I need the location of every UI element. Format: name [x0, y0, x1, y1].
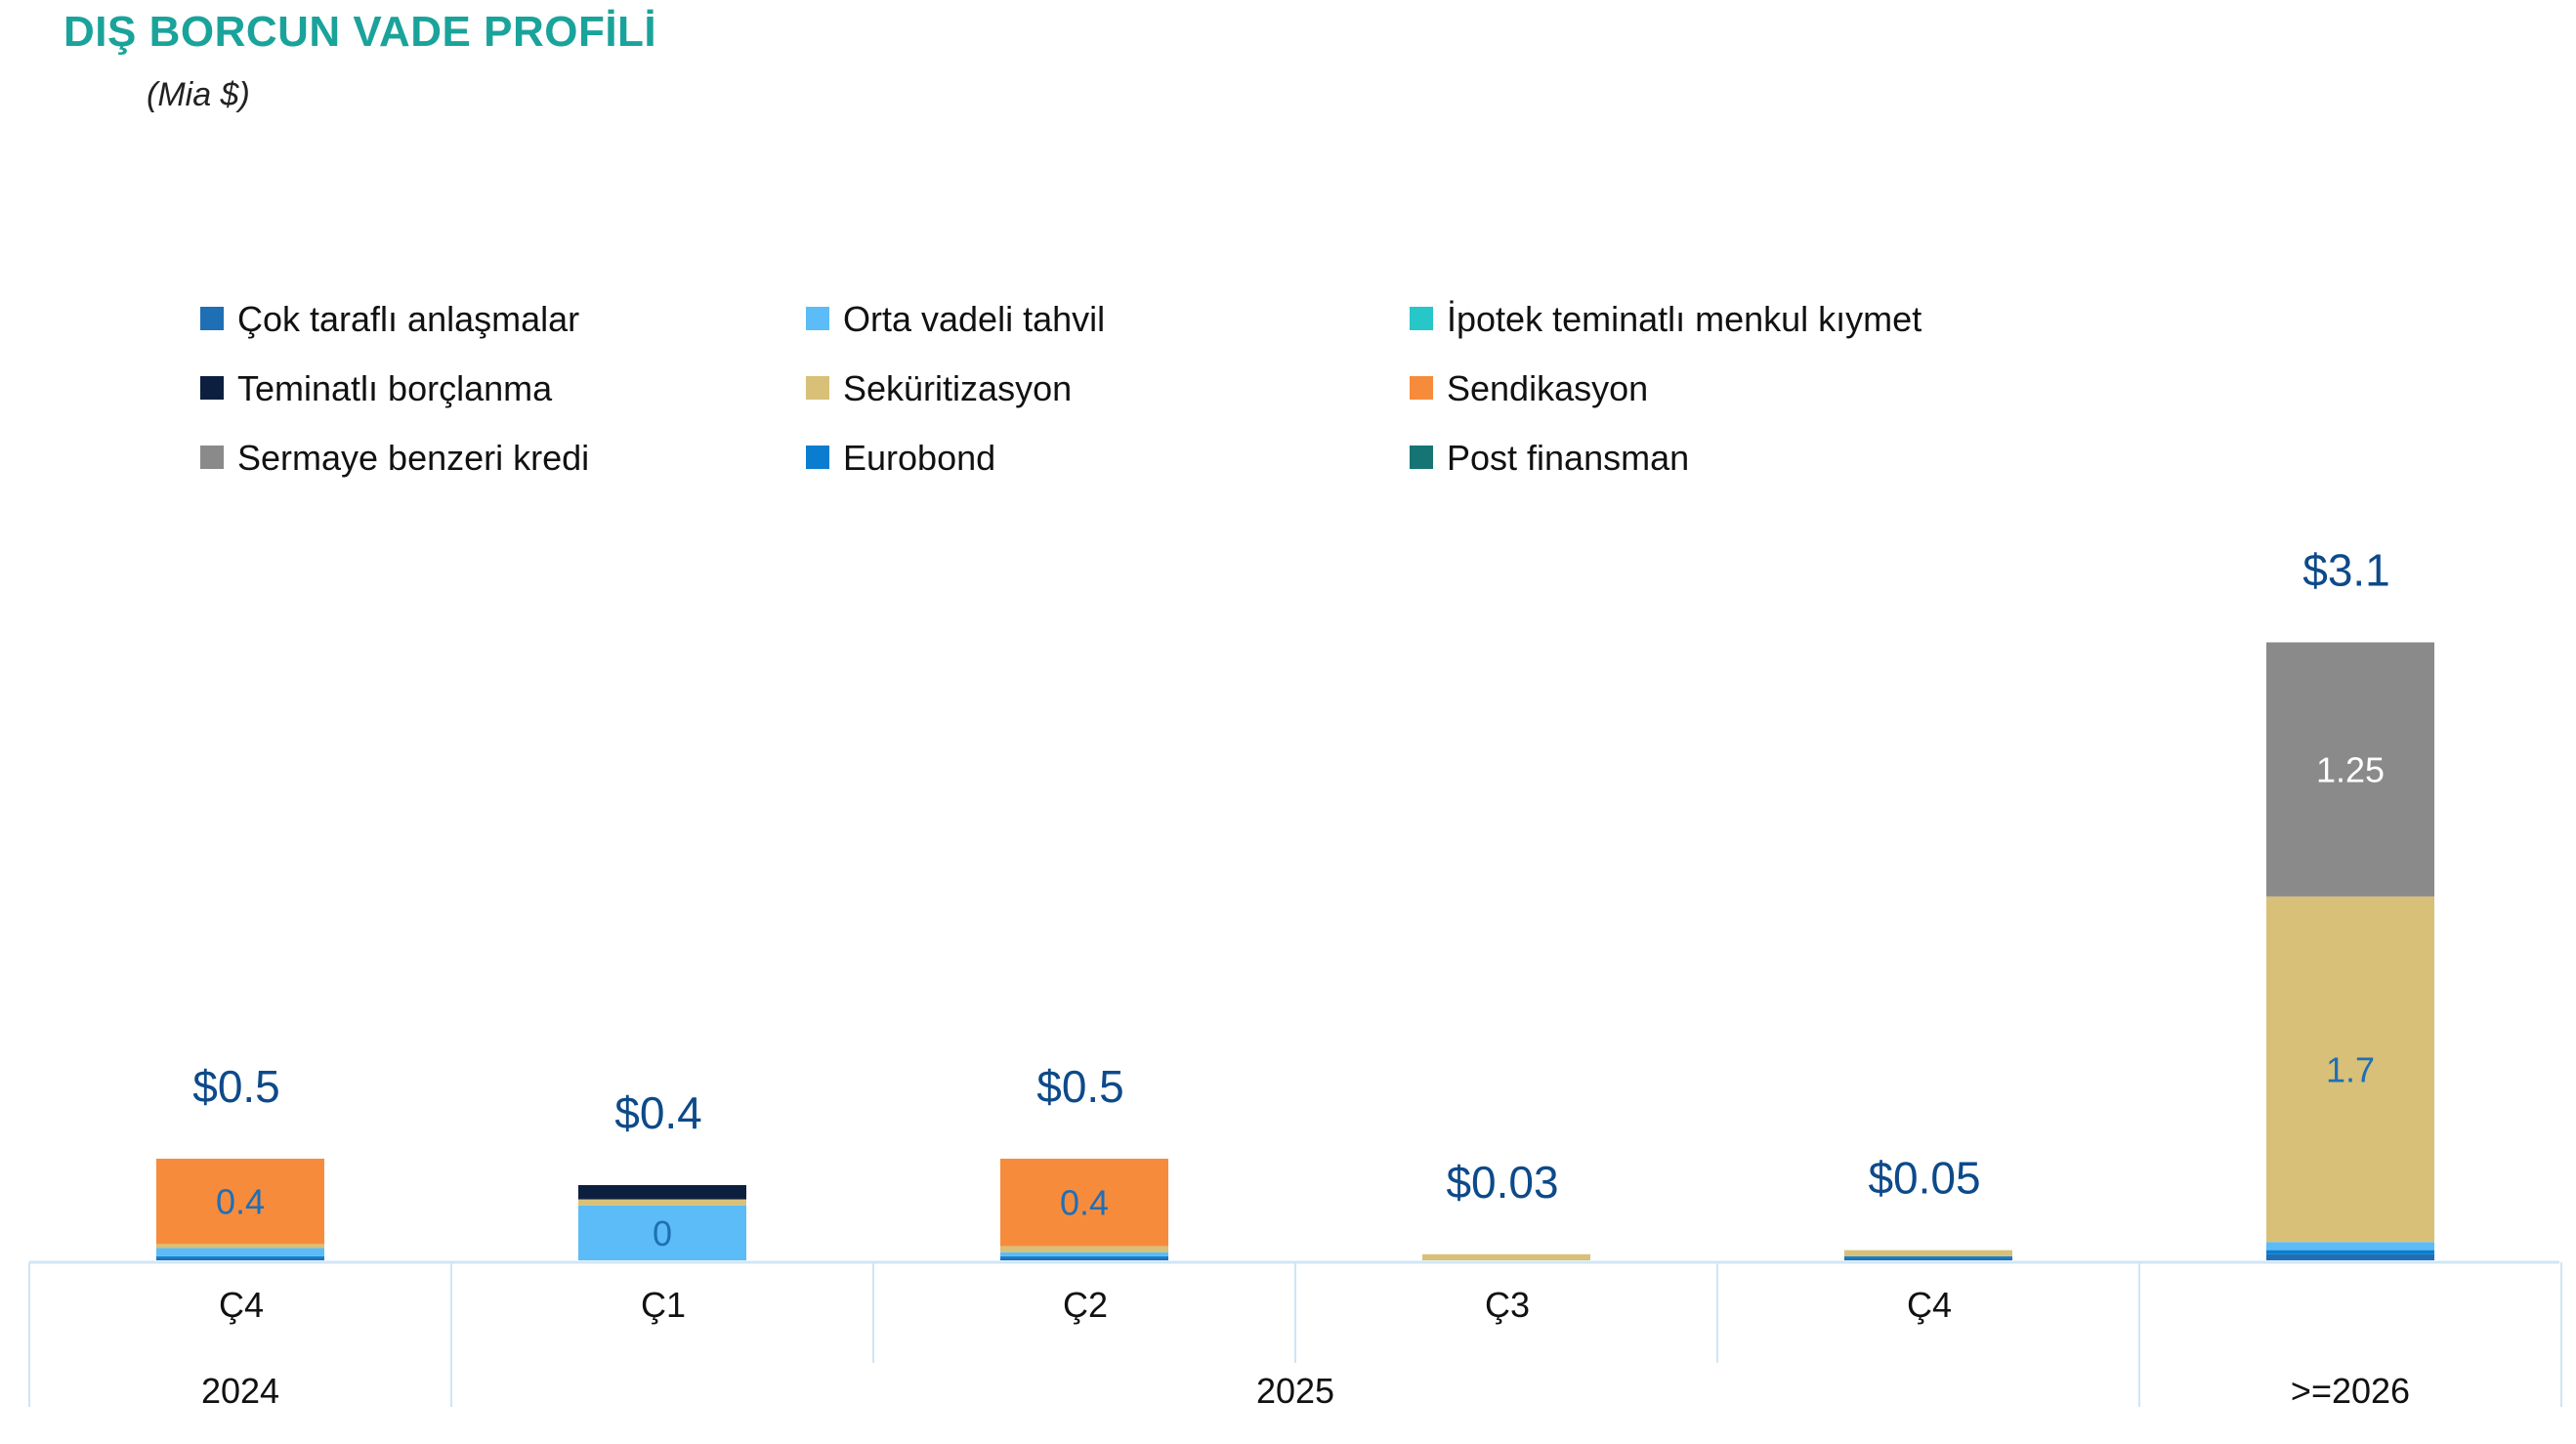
bar-segment	[1844, 1250, 2012, 1256]
total-label: $0.4	[614, 1087, 702, 1138]
legend-label: Sermaye benzeri kredi	[237, 438, 590, 478]
x-tick-label: Ç4	[219, 1285, 264, 1325]
legend-item: Sendikasyon	[1410, 368, 1648, 409]
legend-swatch	[200, 376, 224, 401]
legend-label: Post finansman	[1447, 438, 1690, 478]
legend-item: Orta vadeli tahvil	[806, 299, 1105, 340]
legend-swatch	[200, 307, 224, 331]
bar-segment	[1000, 1255, 1168, 1258]
legend-swatch	[806, 376, 829, 401]
bar-segment	[1000, 1246, 1168, 1253]
data-label: 1.25	[2316, 750, 2385, 790]
bar-segment	[1000, 1252, 1168, 1256]
bar-segment	[156, 1255, 324, 1258]
x-group-label: >=2026	[2291, 1371, 2410, 1411]
x-tick-label: Ç4	[1907, 1285, 1952, 1325]
chart-title: DIŞ BORCUN VADE PROFİLİ	[63, 8, 657, 56]
x-tick-label: Ç1	[641, 1285, 686, 1325]
data-label: 0	[653, 1213, 672, 1253]
bar-segment	[1000, 1257, 1168, 1260]
legend-item: Teminatlı borçlanma	[200, 368, 552, 409]
bar-segment	[1844, 1257, 2012, 1260]
bar-segment	[2266, 1242, 2434, 1251]
bar-segment	[2266, 1250, 2434, 1254]
legend-swatch	[806, 446, 829, 470]
legend-label: Orta vadeli tahvil	[843, 299, 1106, 339]
total-label: $0.03	[1446, 1157, 1558, 1208]
bar-segment	[156, 1158, 324, 1245]
total-label: $0.5	[192, 1061, 280, 1112]
legend-swatch	[1410, 446, 1433, 470]
bar-segment	[2266, 896, 2434, 1243]
legend-item: Post finansman	[1410, 438, 1689, 479]
legend-swatch	[1410, 376, 1433, 401]
legend-item: Eurobond	[806, 438, 995, 479]
data-label: 1.7	[2326, 1049, 2375, 1089]
bar-segment	[2266, 642, 2434, 897]
total-label: $0.5	[1036, 1061, 1124, 1112]
legend-item: Seküritizasyon	[806, 368, 1072, 409]
legend-item: İpotek teminatlı menkul kıymet	[1410, 299, 1921, 340]
bar-segment	[1844, 1255, 2012, 1258]
x-group-label: 2025	[1256, 1371, 1334, 1411]
legend-swatch	[1410, 307, 1433, 331]
legend-item: Çok taraflı anlaşmalar	[200, 299, 579, 340]
legend-label: Seküritizasyon	[843, 368, 1073, 408]
bar-segment	[578, 1199, 746, 1206]
x-tick-label: Ç2	[1063, 1285, 1108, 1325]
x-tick-label: Ç3	[1485, 1285, 1530, 1325]
legend-label: Sendikasyon	[1447, 368, 1649, 408]
legend-label: Teminatlı borçlanma	[237, 368, 553, 408]
data-label: 0.4	[216, 1182, 265, 1222]
legend-label: Çok taraflı anlaşmalar	[237, 299, 580, 339]
bar-segment	[578, 1205, 746, 1260]
legend-swatch	[200, 446, 224, 470]
x-group-label: 2024	[201, 1371, 279, 1411]
total-label: $0.05	[1868, 1153, 1980, 1204]
total-label: $3.1	[2302, 544, 2390, 595]
bar-segment	[156, 1244, 324, 1249]
bar-segment	[578, 1185, 746, 1200]
bar-segment	[1422, 1253, 1590, 1260]
bar-segment	[156, 1257, 324, 1260]
bar-segment	[1000, 1158, 1168, 1247]
legend: Çok taraflı anlaşmalar Orta vadeli tahvil…	[0, 0, 2576, 508]
bar-segment	[2266, 1253, 2434, 1260]
legend-swatch	[806, 307, 829, 331]
legend-label: İpotek teminatlı menkul kıymet	[1447, 299, 1922, 339]
legend-label: Eurobond	[843, 438, 996, 478]
bar-segment	[156, 1248, 324, 1256]
chart-subtitle: (Mia $)	[147, 76, 250, 113]
data-label: 0.4	[1060, 1183, 1109, 1223]
legend-item: Sermaye benzeri kredi	[200, 438, 589, 479]
